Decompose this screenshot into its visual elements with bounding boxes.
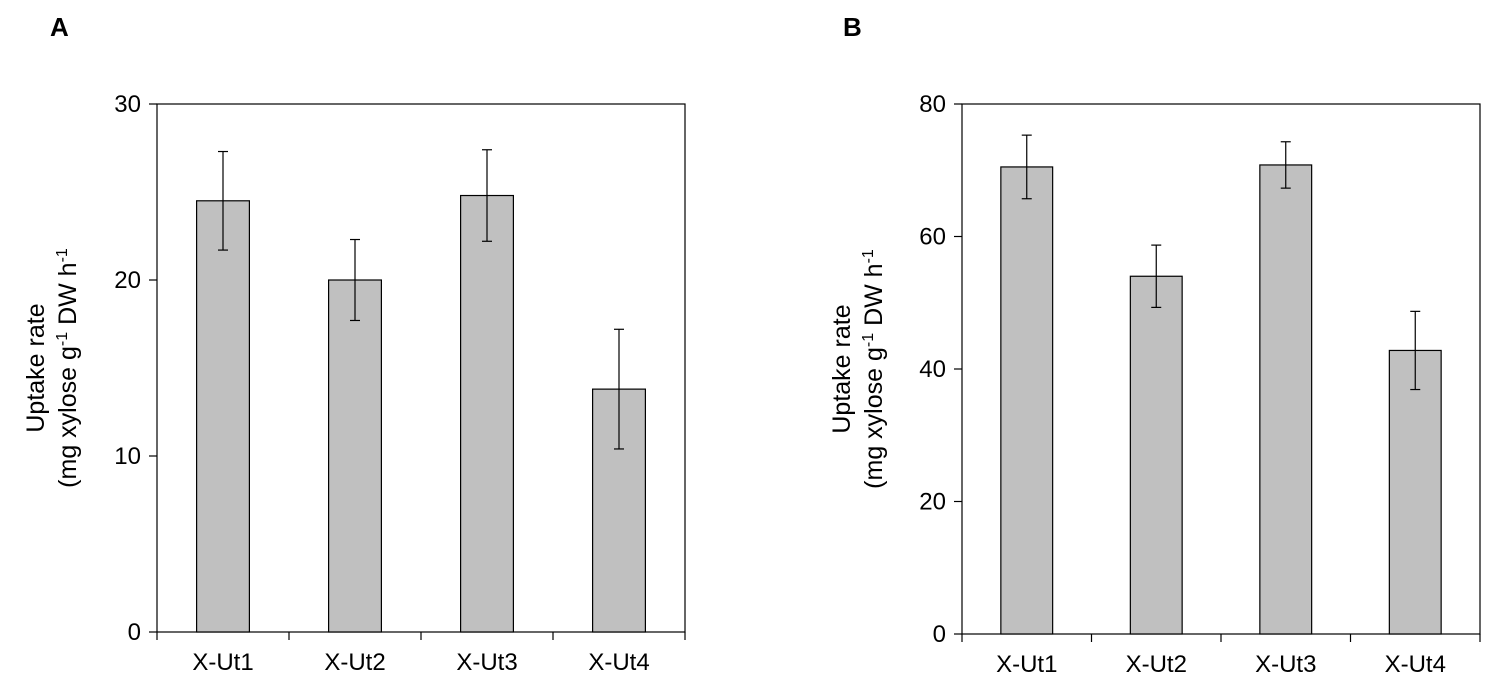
y-tick-label: 40: [919, 356, 946, 383]
y-tick-label: 20: [919, 489, 946, 516]
x-category-label: X-Ut1: [192, 649, 253, 676]
x-category-label: X-Ut3: [456, 649, 517, 676]
y-axis-label: Uptake rate (mg xylose g-1 DW h-1: [22, 248, 82, 488]
y-axis-label-line1: Uptake rate: [22, 303, 50, 432]
bar: [460, 194, 515, 633]
x-category-label: X-Ut3: [1255, 651, 1316, 678]
bar: [328, 279, 383, 633]
panel-b-label: B: [843, 12, 862, 42]
y-tick-label: 10: [114, 443, 141, 470]
y-tick-label: 0: [128, 619, 141, 646]
x-category-label: X-Ut4: [588, 649, 649, 676]
y-tick-label: 60: [919, 224, 946, 251]
chart-b: 0 20 40 60 80 X-Ut1 X-Ut2 X-Ut3 X-Ut4 Uptake rate…: [828, 91, 1481, 678]
x-category-label: X-Ut1: [996, 651, 1057, 678]
y-tick-label: 30: [114, 91, 141, 118]
bar: [1388, 349, 1442, 635]
x-category-label: X-Ut4: [1385, 651, 1446, 678]
y-axis-label: Uptake rate (mg xylose g-1 DW h-1: [828, 249, 888, 489]
x-category-label: X-Ut2: [1126, 651, 1187, 678]
y-axis-label-line2: (mg xylose g-1 DW h-1: [54, 248, 82, 488]
y-axis-label-line1: Uptake rate: [828, 304, 856, 433]
y-tick-label: 80: [919, 91, 946, 118]
chart-a: 0 10 20 30 X-Ut1 X-Ut2 X-Ut3 X-Ut4 Uptake rate (m…: [22, 91, 686, 676]
bar: [196, 200, 251, 633]
bar: [1259, 164, 1313, 635]
panel-a-label: A: [50, 12, 69, 42]
bar: [1129, 275, 1183, 635]
x-category-label: X-Ut2: [324, 649, 385, 676]
bar: [1000, 166, 1054, 635]
y-tick-label: 20: [114, 267, 141, 294]
y-tick-label: 0: [933, 621, 946, 648]
y-axis-label-line2: (mg xylose g-1 DW h-1: [860, 249, 888, 489]
